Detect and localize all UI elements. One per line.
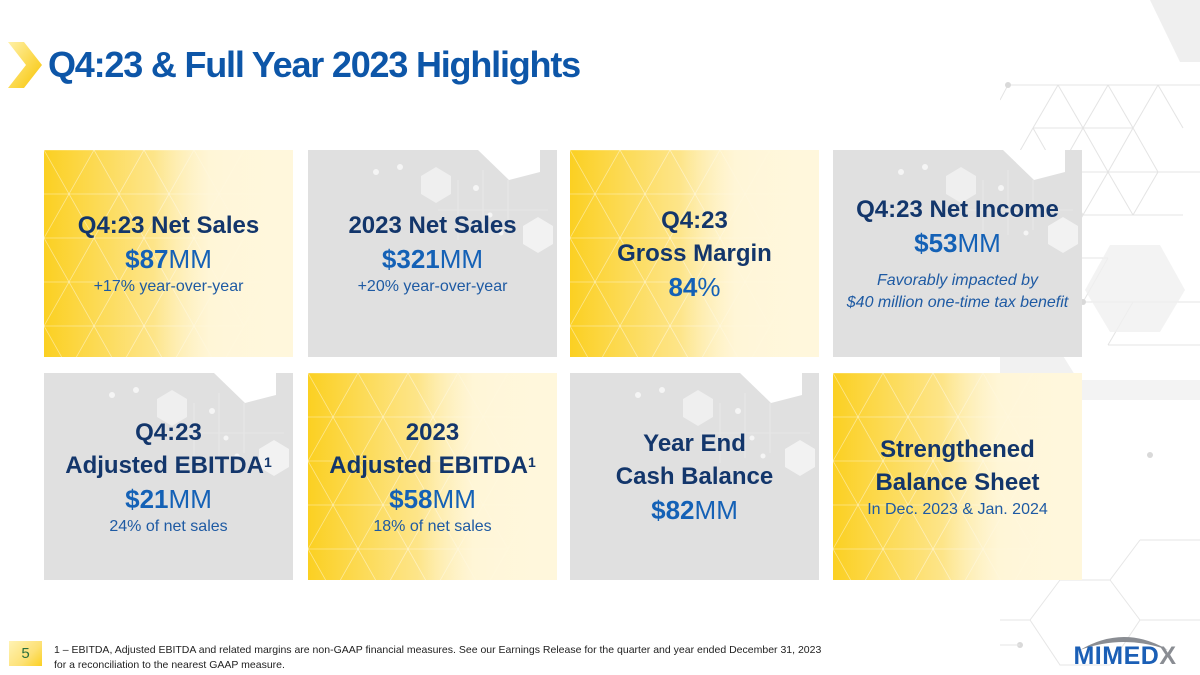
card-title: 2023 bbox=[406, 416, 459, 449]
card-content: Year End Cash Balance $82MM bbox=[616, 427, 773, 527]
hexagon-tech-decoration bbox=[373, 150, 553, 253]
card-title-text: Q4:23 bbox=[661, 206, 728, 234]
card-value-number: $21 bbox=[125, 483, 169, 514]
card-subtext: +17% year-over-year bbox=[93, 278, 244, 295]
logo-wordmark: MIMEDX bbox=[1060, 642, 1190, 671]
card-content: Q4:23 Adjusted EBITDA1 $21MM 24% of net sal… bbox=[65, 416, 271, 538]
card-value: $58MM bbox=[389, 482, 476, 516]
highlight-card: 2023 Net Sales $321MM +20% year-over-year bbox=[308, 150, 557, 357]
highlight-card: Q4:23 Net Income $53MM Favorably impacted … bbox=[833, 150, 1082, 357]
card-title: 2023 Net Sales bbox=[348, 209, 516, 242]
card-subtext: 24% of net sales bbox=[109, 517, 228, 535]
hexagon-mesh-decoration bbox=[44, 150, 293, 357]
logo-text-x: X bbox=[1159, 642, 1177, 670]
card-value-number: $58 bbox=[389, 483, 433, 514]
title-bar: Q4:23 & Full Year 2023 Highlights bbox=[8, 42, 581, 88]
card-content: 2023 Net Sales $321MM +20% year-over-year bbox=[348, 209, 516, 298]
logo-text-main: MIMED bbox=[1073, 642, 1160, 670]
card-value-unit: MM bbox=[694, 494, 738, 525]
card-value-number: 84 bbox=[668, 271, 698, 302]
card-value: $87MM bbox=[125, 242, 212, 276]
card-subtext: 18% of net sales bbox=[373, 517, 492, 535]
card-value-unit: % bbox=[697, 271, 721, 302]
highlight-card: 2023 Adjusted EBITDA1 $58MM 18% of net sale… bbox=[308, 373, 557, 580]
hexagon-tech-decoration bbox=[635, 373, 815, 476]
card-title-text: Adjusted EBITDA bbox=[329, 451, 528, 479]
card-title-text: Q4:23 bbox=[135, 418, 202, 446]
card-value-number: $87 bbox=[125, 244, 169, 274]
card-note-line: Favorably impacted by bbox=[877, 272, 1038, 289]
card-value-unit: MM bbox=[432, 483, 476, 514]
card-title: Q4:23 bbox=[661, 204, 728, 237]
highlight-card: Q4:23 Gross Margin 84% bbox=[570, 150, 819, 357]
card-title-text: Adjusted EBITDA bbox=[65, 451, 264, 479]
highlight-card: Q4:23 Adjusted EBITDA1 $21MM 24% of net sal… bbox=[44, 373, 293, 580]
company-logo: MIMEDX bbox=[1060, 628, 1190, 674]
card-title: Q4:23 bbox=[135, 416, 202, 449]
card-title: Q4:23 Net Sales bbox=[78, 209, 259, 242]
card-title: Gross Margin bbox=[617, 237, 772, 270]
hexagon-mesh-decoration bbox=[308, 373, 557, 580]
hexagon-mesh-decoration bbox=[833, 373, 1082, 580]
card-value-number: $321 bbox=[381, 244, 440, 274]
card-value-unit: MM bbox=[957, 228, 1001, 258]
card-value-number: $82 bbox=[651, 494, 695, 525]
card-content: Q4:23 Net Income $53MM Favorably impacted … bbox=[847, 193, 1068, 314]
highlight-card: Year End Cash Balance $82MM bbox=[570, 373, 819, 580]
arc-swoosh-icon bbox=[1080, 637, 1168, 650]
card-title-text: 2023 bbox=[405, 418, 460, 446]
highlight-card: Q4:23 Net Sales $87MM +17% year-over-year bbox=[44, 150, 293, 357]
footnote-marker: 1 bbox=[263, 453, 272, 470]
card-note-line: $40 million one-time tax benefit bbox=[846, 294, 1069, 311]
page-title: Q4:23 & Full Year 2023 Highlights bbox=[48, 44, 581, 85]
card-value: $21MM bbox=[125, 482, 212, 516]
card-title-text: Year End bbox=[643, 429, 746, 457]
card-title-text: Q4:23 Net Income bbox=[856, 196, 1059, 223]
card-title: Year End bbox=[643, 427, 746, 460]
card-content: 2023 Adjusted EBITDA1 $58MM 18% of net sale… bbox=[329, 416, 535, 538]
card-value-unit: MM bbox=[168, 244, 212, 274]
card-value-unit: MM bbox=[168, 483, 212, 514]
card-value: $53MM bbox=[914, 226, 1001, 260]
card-value: $321MM bbox=[382, 242, 483, 276]
card-title-text: Strengthened bbox=[880, 435, 1035, 463]
card-title-text: Cash Balance bbox=[615, 462, 774, 490]
card-subtext: In Dec. 2023 & Jan. 2024 bbox=[867, 500, 1048, 518]
card-title-text: Q4:23 Net Sales bbox=[77, 212, 260, 239]
card-title-text: Balance Sheet bbox=[875, 468, 1040, 496]
card-title-text: Gross Margin bbox=[617, 239, 772, 267]
card-content: Q4:23 Net Sales $87MM +17% year-over-year bbox=[78, 209, 259, 298]
page-number: 5 bbox=[9, 641, 42, 666]
card-title: Cash Balance bbox=[616, 460, 773, 493]
card-value: 84% bbox=[668, 270, 720, 304]
card-content: Q4:23 Gross Margin 84% bbox=[617, 204, 772, 304]
card-title: Strengthened bbox=[880, 433, 1035, 466]
card-title: Q4:23 Net Income bbox=[856, 193, 1059, 226]
card-title: Adjusted EBITDA1 bbox=[65, 449, 271, 482]
hexagon-tech-decoration bbox=[898, 150, 1078, 253]
card-value-unit: MM bbox=[439, 244, 484, 274]
card-content: Strengthened Balance Sheet In Dec. 2023 & … bbox=[867, 433, 1048, 521]
hexagon-tech-decoration bbox=[109, 373, 289, 476]
card-subtext: +20% year-over-year bbox=[357, 278, 508, 295]
footnote-marker: 1 bbox=[527, 453, 536, 470]
card-value-number: $53 bbox=[914, 228, 958, 258]
highlight-card: Strengthened Balance Sheet In Dec. 2023 & … bbox=[833, 373, 1082, 580]
footnote: 1 – EBITDA, Adjusted EBITDA and related … bbox=[54, 644, 822, 671]
card-title: Balance Sheet bbox=[875, 466, 1039, 499]
card-title: Adjusted EBITDA1 bbox=[329, 449, 535, 482]
hexagon-mesh-decoration bbox=[570, 150, 819, 357]
card-value: $82MM bbox=[651, 493, 738, 527]
chevron-right-icon bbox=[8, 42, 42, 88]
card-title-text: 2023 Net Sales bbox=[348, 212, 517, 239]
card-note: Favorably impacted by $40 million one-tim… bbox=[847, 270, 1068, 314]
